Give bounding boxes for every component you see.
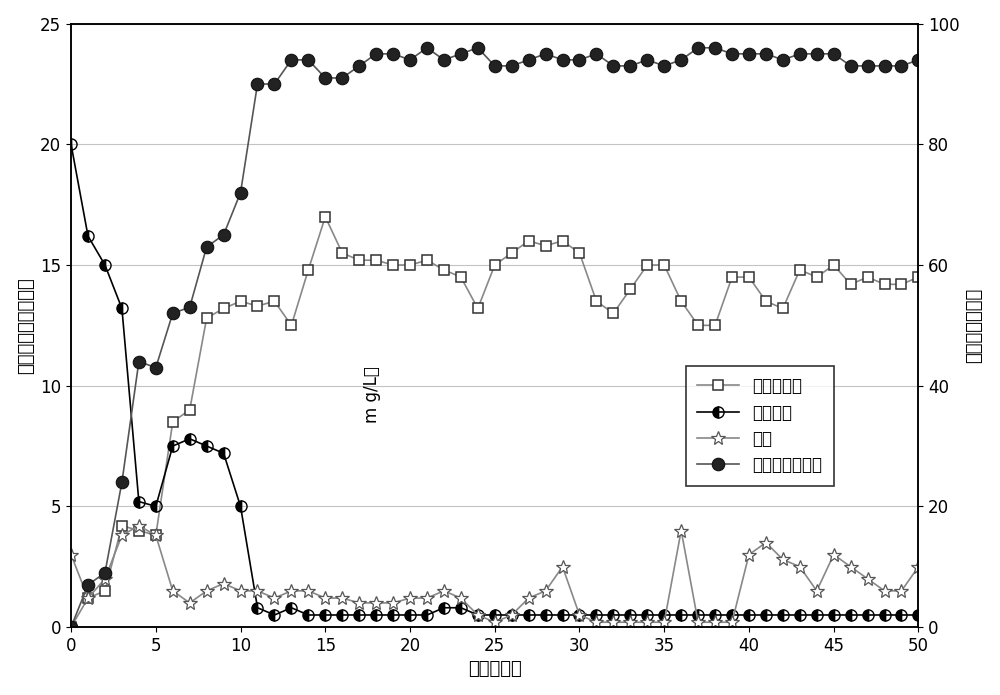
氨氮 [133, 521, 145, 530]
亚础酸盐积累率 [641, 56, 653, 64]
亚础酸盐积累率 [251, 80, 263, 88]
亚础酸盐积累率 [421, 44, 433, 52]
础酸盐氮 [912, 611, 924, 619]
亚础酸盐氮 [912, 273, 924, 281]
Line: 氨氮: 氨氮 [64, 518, 925, 629]
亚础酸盐氮 [641, 261, 653, 269]
氨氮 [895, 587, 907, 595]
础酸盐氮 [895, 611, 907, 619]
氨氮 [658, 618, 670, 626]
氨氮 [709, 618, 721, 626]
Line: 础酸盐氮: 础酸盐氮 [66, 139, 924, 621]
亚础酸盐积累率 [319, 74, 331, 82]
亚础酸盐积累率 [336, 74, 348, 82]
Text: m g/L）: m g/L） [363, 366, 381, 423]
亚础酸盐氮 [251, 302, 263, 310]
亚础酸盐氮 [319, 213, 331, 221]
亚础酸盐积累率 [692, 44, 704, 52]
亚础酸盐氮 [353, 256, 365, 264]
础酸盐氮 [336, 611, 348, 619]
础酸盐氮 [641, 611, 653, 619]
氨氮 [912, 562, 924, 571]
Line: 亚础酸盐积累率: 亚础酸盐积累率 [65, 42, 925, 633]
亚础酸盐氮 [65, 623, 77, 631]
亚础酸盐氮 [895, 280, 907, 288]
础酸盐氮 [268, 611, 280, 619]
Legend: 亚础酸盐氮, 础酸盐氮, 氨氮, 亚础酸盐积累率: 亚础酸盐氮, 础酸盐氮, 氨氮, 亚础酸盐积累率 [686, 366, 834, 486]
亚础酸盐氮 [336, 249, 348, 257]
X-axis label: 时间（天）: 时间（天） [468, 660, 522, 678]
础酸盐氮 [692, 611, 704, 619]
Line: 亚础酸盐氮: 亚础酸盐氮 [67, 212, 923, 632]
氨氮 [336, 594, 348, 603]
氨氮 [489, 618, 501, 626]
亚础酸盐积累率 [65, 623, 77, 631]
础酸盐氮 [353, 611, 365, 619]
Y-axis label: 出水氮化合物浓度（: 出水氮化合物浓度（ [17, 277, 35, 374]
础酸盐氮 [251, 603, 263, 612]
亚础酸盐积累率 [912, 56, 924, 64]
础酸盐氮 [65, 140, 77, 149]
亚础酸盐积累率 [895, 62, 907, 70]
亚础酸盐氮 [692, 321, 704, 329]
氨氮 [353, 599, 365, 607]
Y-axis label: 亚础酸盐积累率: 亚础酸盐积累率 [965, 288, 983, 363]
氨氮 [65, 550, 77, 559]
氨氮 [268, 594, 280, 603]
